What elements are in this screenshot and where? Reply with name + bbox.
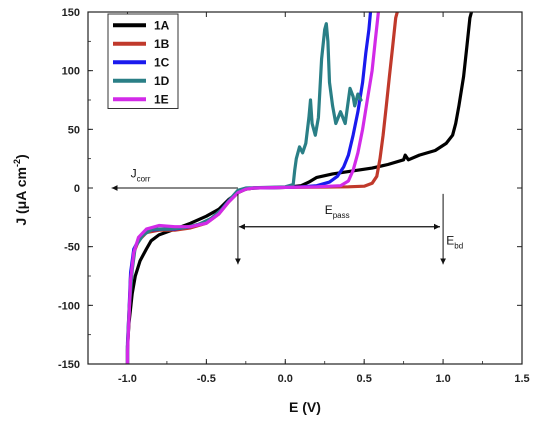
x-tick-label: 1.5: [514, 373, 529, 385]
x-axis-label: E (V): [289, 399, 321, 415]
legend: 1A 1B 1C 1D 1E: [107, 13, 179, 109]
y-tick-label: -150: [58, 359, 80, 371]
ebd-label: Ebd: [446, 233, 463, 250]
series-line-1a: [125, 12, 474, 364]
y-axis-label-sup: -2: [12, 159, 22, 167]
x-tick-label: -1.0: [118, 373, 137, 385]
series-line-1e: [125, 12, 380, 364]
y-tick-label: -100: [58, 300, 80, 312]
x-tick-label: 0.0: [278, 373, 293, 385]
legend-label-1d: 1D: [154, 74, 170, 88]
y-tick-label: 150: [62, 7, 80, 19]
plot-frame: [87, 11, 523, 365]
x-tick-label: -0.5: [197, 373, 216, 385]
epass-label: Epass: [325, 203, 350, 220]
legend-label-1a: 1A: [154, 18, 170, 32]
y-axis-label-main: J (μA cm: [13, 167, 29, 226]
annotations: Jcorr Epass Ebd: [111, 166, 463, 265]
series-layer: [125, 12, 474, 364]
series-line-1d: [125, 22, 363, 364]
y-axis-label-close: ): [13, 154, 29, 159]
jcorr-label: Jcorr: [131, 166, 151, 183]
y-axis-label: J (μA cm-2): [12, 154, 29, 225]
legend-label-1c: 1C: [154, 55, 170, 69]
x-tick-label: 1.0: [435, 373, 450, 385]
x-tick-label: 0.5: [357, 373, 372, 385]
y-tick-label: -50: [64, 242, 80, 254]
y-tick-label: 50: [68, 124, 80, 136]
y-tick-label: 100: [62, 66, 80, 78]
legend-label-1b: 1B: [154, 37, 170, 51]
y-tick-label: 0: [74, 183, 80, 195]
legend-label-1e: 1E: [154, 92, 169, 106]
